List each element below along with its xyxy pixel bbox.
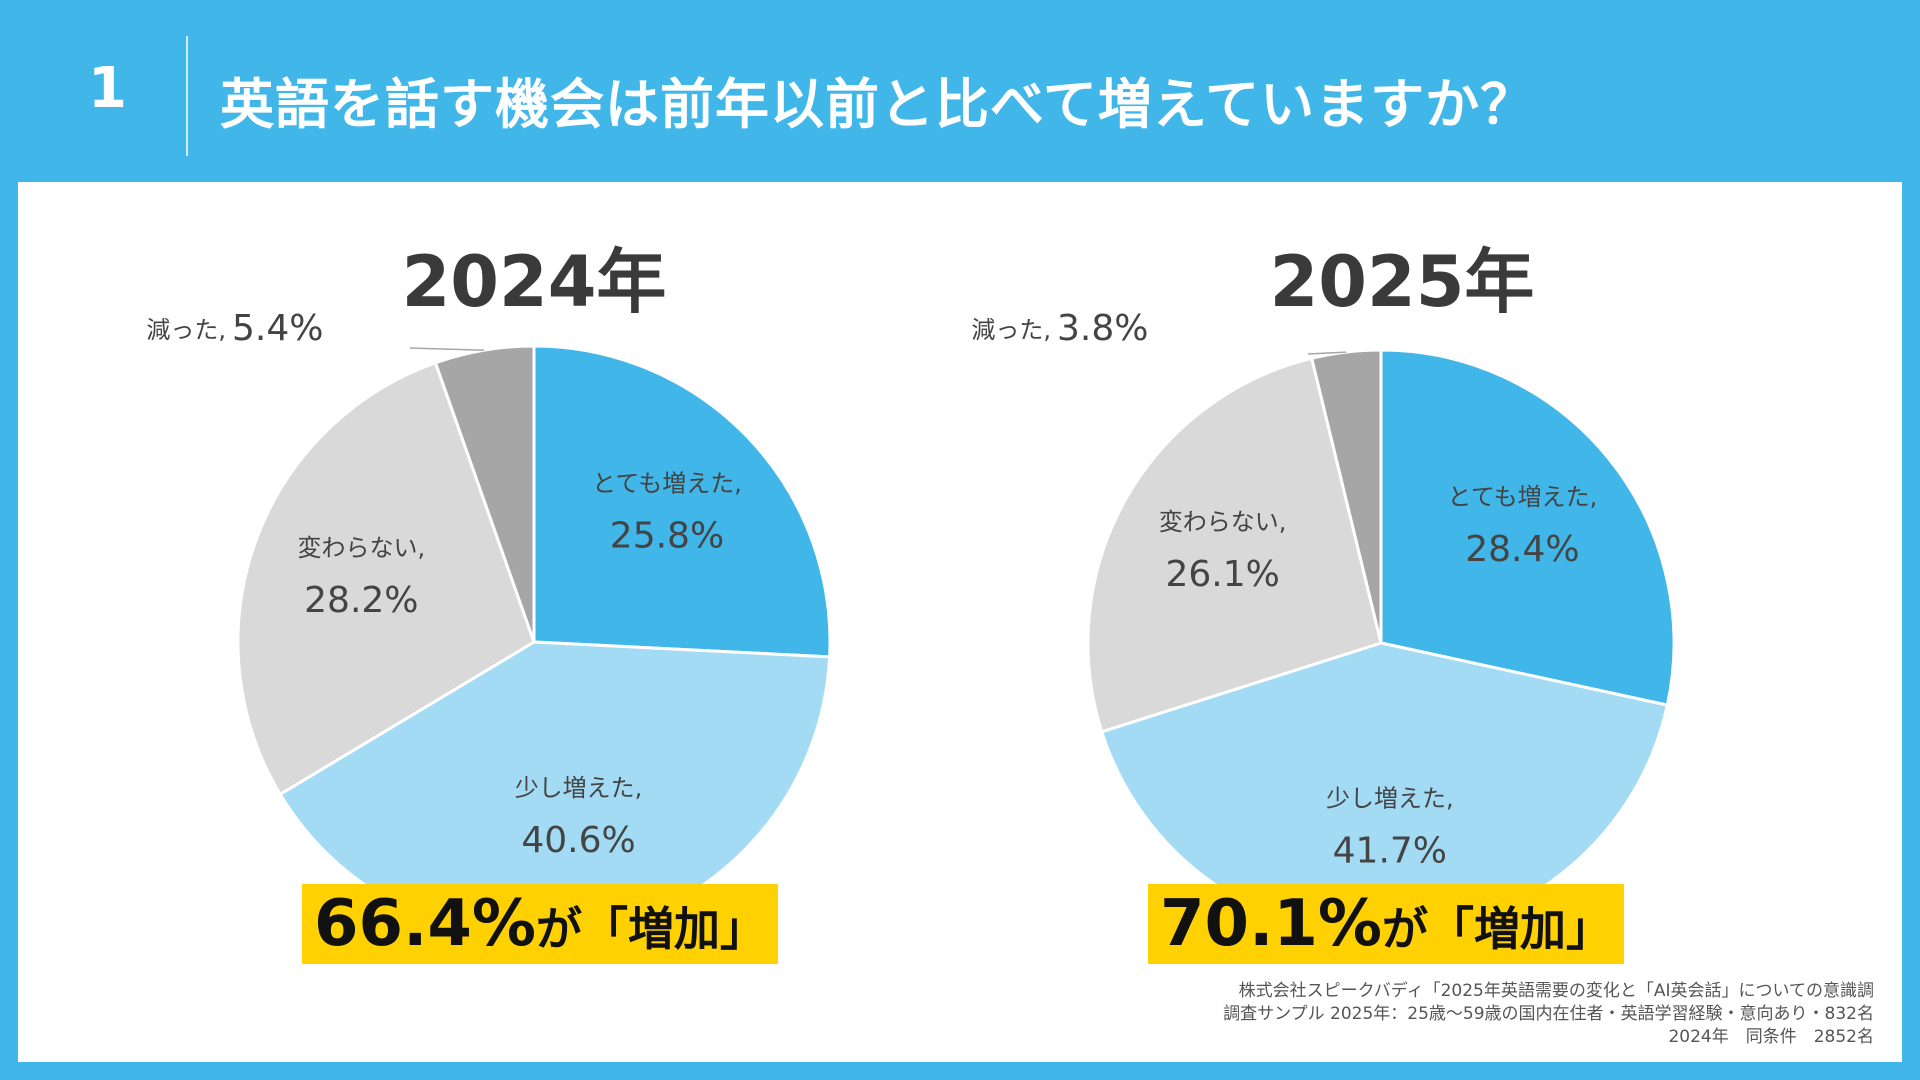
pie-0-label-value-0: 25.8% [610,516,724,557]
summary-2025: 70.1%が「増加」 [1148,884,1625,964]
pie-0-callout-line [409,347,485,351]
pie-1-label-value-2: 26.1% [1165,554,1279,595]
pie-0-slice-1 [278,640,832,895]
pie-1-label-value-0: 28.4% [1465,529,1579,570]
pie-2024 [236,344,832,895]
pie-0-label-value-2: 28.2% [304,580,418,621]
pie-1-slice-2 [1086,356,1383,734]
pie-0-label-value-3: 5.4% [232,308,323,349]
pie-0-label-name-1: 少し増えた, [515,774,643,802]
header-divider [186,36,188,156]
summary-2024-value: 66.4% [314,887,537,961]
pie-0-label-value-1: 40.6% [521,820,635,861]
source-line-1: 株式会社スピークバディ「2025年英語需要の変化と「AI英会話」についての意識調 [1238,981,1874,1001]
source-note: 株式会社スピークバディ「2025年英語需要の変化と「AI英会話」についての意識調… [1223,980,1874,1049]
pie-2024-labels: とても増えた, 25.8% 少し増えた, 40.6% 変わらない, 28.2% 減った, 5.… [146,308,741,861]
pie-1-label-value-1: 41.7% [1333,830,1447,871]
pie-0-label-name-0: とても増えた, [592,470,742,498]
pie-0-label-name-3: 減った, [146,316,226,344]
pie-2025-labels: とても増えた, 28.4% 少し増えた, 41.7% 変わらない, 26.1% 減った, 3.… [971,308,1597,871]
pie-0-label-name-2: 変わらない, [298,534,426,562]
source-line-2: 調査サンプル 2025年：25歳〜59歳の国内在住者・英語学習経験・意向あり・8… [1223,1004,1874,1024]
pie-1-label-name-2: 変わらない, [1159,508,1287,536]
header: 1 英語を話す機会は前年以前と比べて増えていますか？ [0,0,1920,182]
pie-1-label-name-0: とても増えた, [1448,483,1598,511]
summary-2024: 66.4%が「増加」 [302,884,779,964]
pie-0-slice-2 [236,360,536,797]
question-number: 1 [88,56,127,121]
pie-1-label-name-3: 減った, [971,316,1051,344]
summary-2024-text: が「増加」 [536,902,767,956]
chart-title-2024: 2024年 [401,241,667,323]
source-line-3: 2024年 同条件 2852名 [1668,1027,1874,1047]
pie-0-slice-0 [532,344,832,659]
chart-title-2025: 2025年 [1269,241,1535,323]
pie-1-slice-0 [1379,348,1676,707]
summary-2025-text: が「増加」 [1382,902,1613,956]
pie-1-slice-1 [1099,641,1670,895]
pie-1-label-name-1: 少し増えた, [1326,784,1454,812]
pie-1-callout-line [1307,351,1347,355]
pie-2025 [1086,348,1676,895]
pie-1-label-value-3: 3.8% [1057,308,1148,349]
question-title: 英語を話す機会は前年以前と比べて増えていますか？ [220,73,1536,136]
summary-2025-value: 70.1% [1160,887,1383,961]
pie-1-slice-3 [1309,348,1383,644]
